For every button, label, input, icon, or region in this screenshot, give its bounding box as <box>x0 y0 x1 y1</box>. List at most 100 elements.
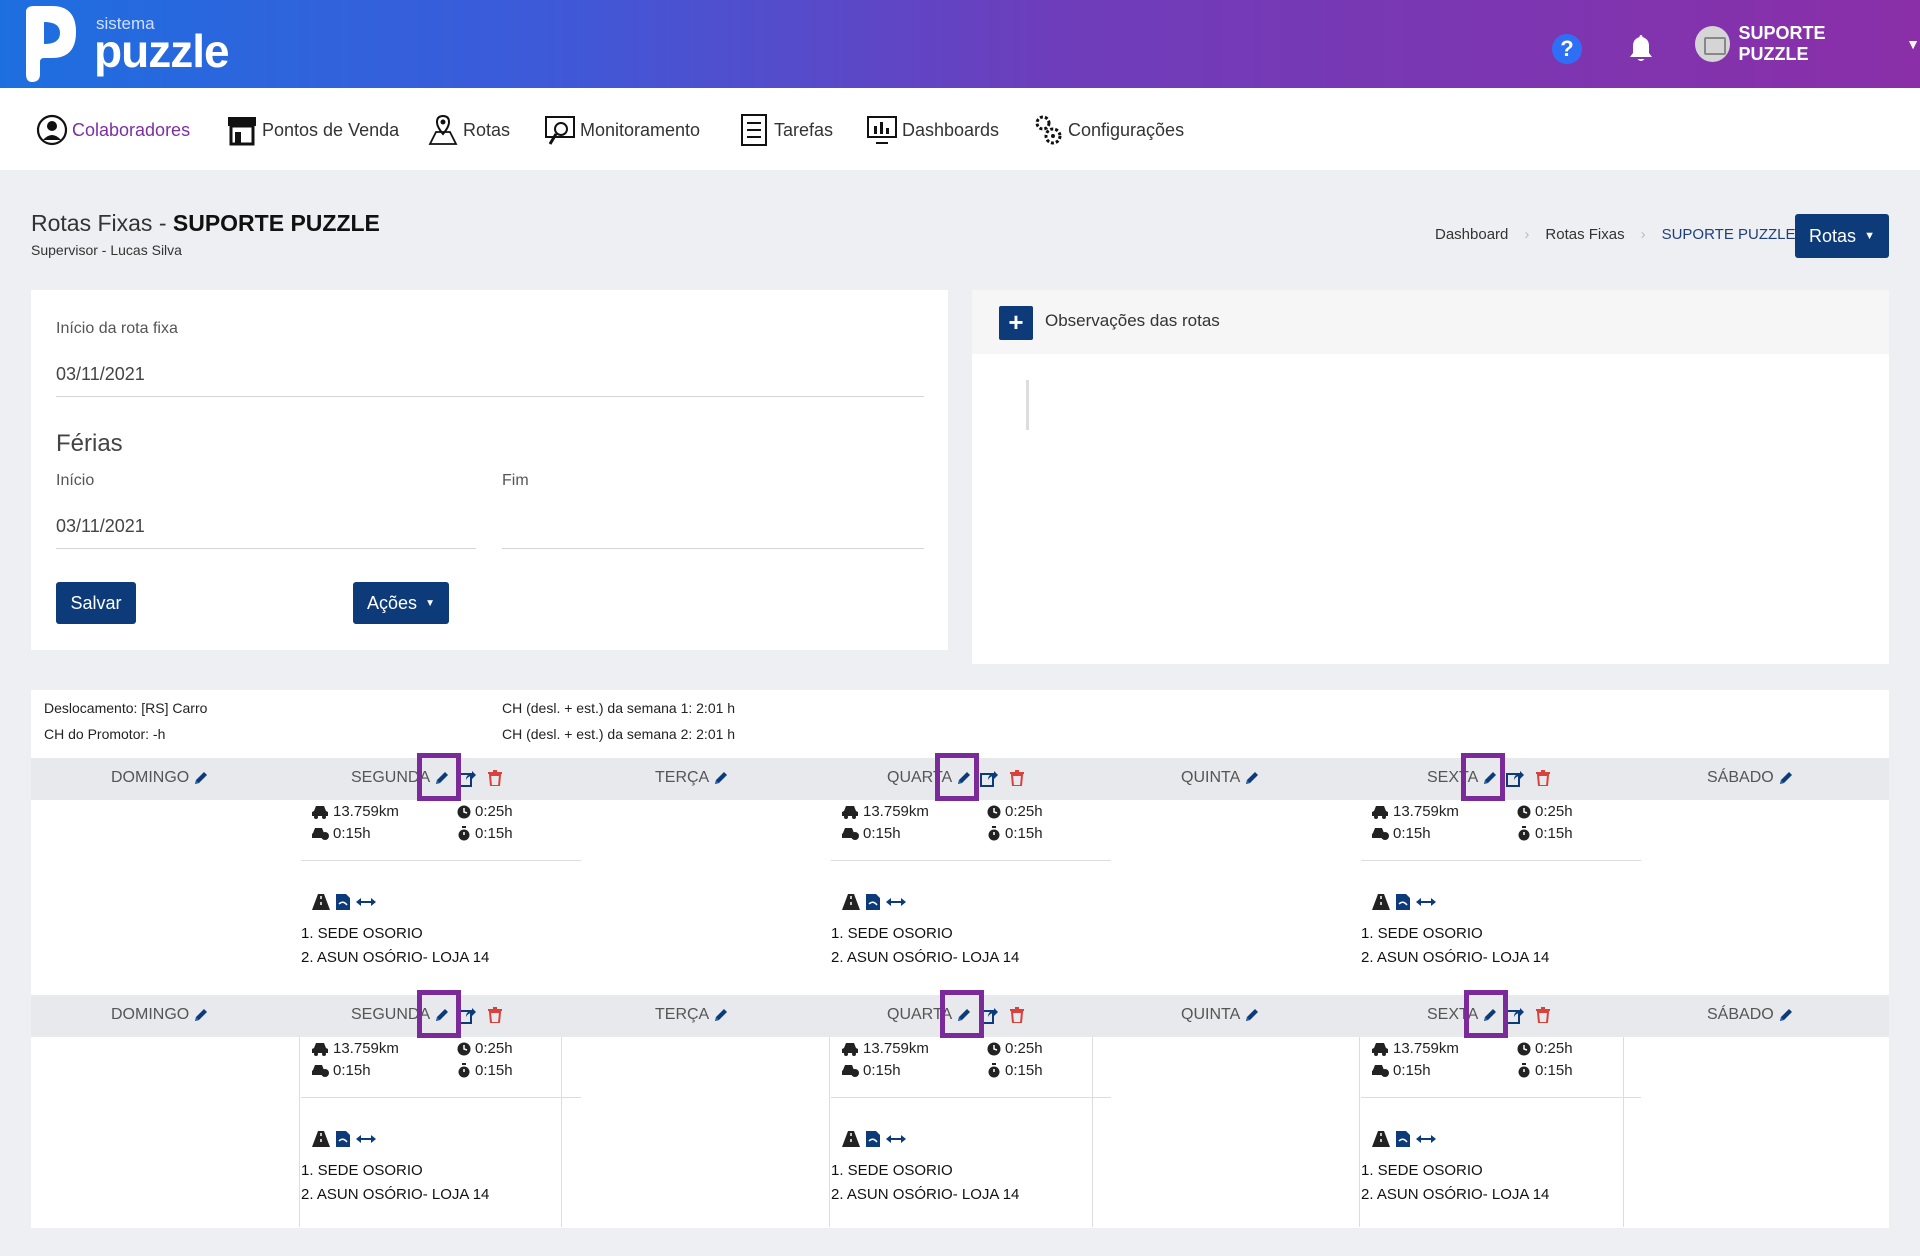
pencil-icon[interactable] <box>193 1007 209 1023</box>
day-header: QUINTA <box>1181 769 1260 787</box>
road-icon[interactable] <box>1371 893 1391 911</box>
highlight-box <box>417 990 461 1038</box>
arrows-horizontal-icon[interactable] <box>1415 893 1437 911</box>
pencil-icon[interactable] <box>1482 770 1498 786</box>
route-distance: 13.759km <box>841 1040 929 1057</box>
nav-label: Pontos de Venda <box>262 119 400 140</box>
pencil-icon[interactable] <box>193 770 209 786</box>
salvar-button[interactable]: Salvar <box>56 582 136 624</box>
road-icon[interactable] <box>841 1130 861 1148</box>
user-circle-icon <box>36 114 68 146</box>
arrows-horizontal-icon[interactable] <box>355 1130 377 1148</box>
road-icon[interactable] <box>1371 1130 1391 1148</box>
clock-icon <box>457 1042 471 1055</box>
trash-icon[interactable] <box>488 770 503 786</box>
pencil-icon[interactable] <box>434 1007 450 1023</box>
pencil-icon[interactable] <box>956 770 972 786</box>
top-bar: sistema puzzle ? SUPORTE PUZZLE ▼ <box>0 0 1920 88</box>
trash-icon[interactable] <box>1536 1007 1551 1023</box>
observacoes-text-area[interactable] <box>1026 380 1029 430</box>
pencil-icon[interactable] <box>1778 770 1794 786</box>
day-header: QUARTA <box>887 1006 1025 1024</box>
column-separator <box>1092 1037 1093 1227</box>
pencil-icon[interactable] <box>1244 1007 1260 1023</box>
pdf-icon[interactable] <box>1395 893 1411 911</box>
arrows-horizontal-icon[interactable] <box>355 893 377 911</box>
stopwatch-icon <box>988 826 1000 841</box>
puzzle-logo[interactable]: sistema puzzle <box>14 4 244 84</box>
trash-icon[interactable] <box>488 1007 503 1023</box>
route-travel-time: 0:15h <box>311 825 371 842</box>
pdf-icon[interactable] <box>335 1130 351 1148</box>
question-circle-icon[interactable]: ? <box>1552 34 1582 64</box>
inicio-rota-field[interactable]: 03/11/2021 <box>56 364 145 384</box>
user-menu[interactable]: SUPORTE PUZZLE ▼ <box>1695 23 1920 64</box>
nav-pontos-de-venda[interactable]: Pontos de Venda <box>226 110 399 150</box>
pencil-icon[interactable] <box>434 770 450 786</box>
time-value: 0:25h <box>475 803 513 820</box>
stopwatch-icon <box>458 1063 470 1078</box>
pdf-icon[interactable] <box>865 893 881 911</box>
pencil-icon[interactable] <box>1482 1007 1498 1023</box>
stopwatch-icon <box>988 1063 1000 1078</box>
nav-tarefas[interactable]: Tarefas <box>738 110 833 150</box>
road-icon[interactable] <box>311 1130 331 1148</box>
time-value: 0:25h <box>475 1040 513 1057</box>
nav-rotas[interactable]: Rotas <box>427 110 510 150</box>
road-icon[interactable] <box>841 893 861 911</box>
pencil-icon[interactable] <box>713 770 729 786</box>
plus-icon[interactable]: + <box>999 306 1033 340</box>
time-value: 0:15h <box>863 825 901 842</box>
nav-label: Monitoramento <box>580 119 701 140</box>
route-stop: 2. ASUN OSÓRIO- LOJA 14 <box>301 949 490 966</box>
arrows-horizontal-icon[interactable] <box>885 1130 907 1148</box>
trash-icon[interactable] <box>1010 770 1025 786</box>
acoes-dropdown-button[interactable]: Ações ▼ <box>353 582 449 624</box>
nav-dashboards[interactable]: Dashboards <box>866 110 999 150</box>
observacoes-header[interactable]: + Observações das rotas <box>972 290 1889 354</box>
route-stop: 2. ASUN OSÓRIO- LOJA 14 <box>831 949 1020 966</box>
bell-icon[interactable] <box>1625 32 1657 64</box>
pencil-icon[interactable] <box>1778 1007 1794 1023</box>
trash-icon[interactable] <box>1536 770 1551 786</box>
map-pin-icon <box>428 114 458 145</box>
day-header: TERÇA <box>655 769 729 787</box>
nav-colaboradores[interactable]: Colaboradores <box>36 110 190 150</box>
route-travel-time: 0:15h <box>841 1062 901 1079</box>
road-icon[interactable] <box>311 893 331 911</box>
rotas-dropdown-button[interactable]: Rotas ▼ <box>1795 214 1889 258</box>
route-total-time: 0:25h <box>457 1040 513 1057</box>
pencil-icon[interactable] <box>713 1007 729 1023</box>
pencil-icon[interactable] <box>1244 770 1260 786</box>
breadcrumb-dashboard[interactable]: Dashboard <box>1435 226 1509 243</box>
pencil-icon[interactable] <box>956 1007 972 1023</box>
car-time-icon <box>842 1064 859 1077</box>
route-block: 13.759km 0:15h 0:25h 0:15h 1. SEDE OSORIO 2. … <box>1361 801 1641 971</box>
route-travel-time: 0:15h <box>841 825 901 842</box>
share-icon[interactable] <box>980 769 999 787</box>
arrows-horizontal-icon[interactable] <box>1415 1130 1437 1148</box>
avatar <box>1695 26 1731 62</box>
pdf-icon[interactable] <box>335 893 351 911</box>
highlight-box <box>1464 990 1508 1038</box>
route-stay-time: 0:15h <box>1517 825 1573 842</box>
field-underline <box>56 396 924 397</box>
arrows-horizontal-icon[interactable] <box>885 893 907 911</box>
page-title: Rotas Fixas - SUPORTE PUZZLE <box>31 210 380 237</box>
day-header: SÁBADO <box>1707 1006 1794 1024</box>
nav-configuracoes[interactable]: Configurações <box>1032 110 1184 150</box>
time-value: 0:25h <box>1005 1040 1043 1057</box>
share-icon[interactable] <box>1506 1006 1525 1024</box>
pdf-icon[interactable] <box>865 1130 881 1148</box>
nav-label: Configurações <box>1068 119 1185 140</box>
pdf-icon[interactable] <box>1395 1130 1411 1148</box>
share-icon[interactable] <box>1506 769 1525 787</box>
route-block: 13.759km 0:15h 0:25h 0:15h 1. SEDE OSORIO 2. … <box>831 801 1111 971</box>
nav-monitoramento[interactable]: Monitoramento <box>544 110 700 150</box>
breadcrumb-rotas-fixas[interactable]: Rotas Fixas <box>1545 226 1625 243</box>
ferias-inicio-label: Início <box>56 472 95 489</box>
route-actions <box>841 893 907 911</box>
ferias-inicio-field[interactable]: 03/11/2021 <box>56 516 145 536</box>
route-stop: 1. SEDE OSORIO <box>301 1162 423 1179</box>
trash-icon[interactable] <box>1010 1007 1025 1023</box>
